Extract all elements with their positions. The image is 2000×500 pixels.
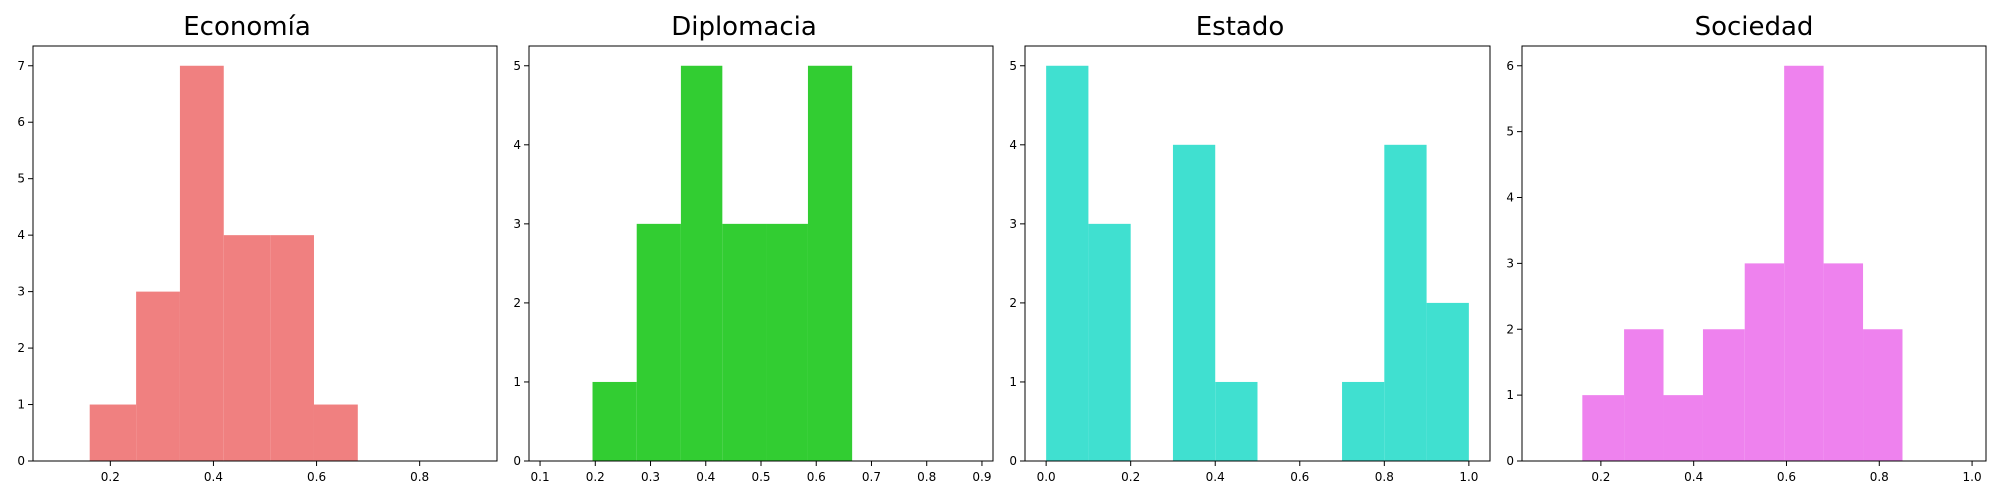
histogram-bar-estado-8 <box>1384 144 1427 462</box>
panel-title-diplomacia: Diplomacia <box>671 12 817 42</box>
x-tick-label-sociedad-3: 0.8 <box>1870 470 1889 484</box>
axes-frame-estado <box>1024 45 1491 462</box>
histogram-bar-estado-1 <box>1088 223 1131 461</box>
x-tick-label-sociedad-1: 0.4 <box>1684 470 1703 484</box>
y-tick-label-diplomacia-2: 2 <box>513 296 521 310</box>
histogram-bar-economia-4 <box>270 235 314 461</box>
y-tick-label-sociedad-4: 4 <box>1506 191 1514 205</box>
histogram-bar-estado-9 <box>1426 302 1469 461</box>
x-tick-label-sociedad-2: 0.6 <box>1777 470 1796 484</box>
x-tick-label-economia-3: 0.8 <box>410 470 429 484</box>
y-tick-label-estado-1: 1 <box>1009 375 1017 389</box>
histogram-bar-economia-0 <box>89 404 137 461</box>
histogram-bar-economia-3 <box>223 235 271 461</box>
y-tick-label-economia-6: 6 <box>17 115 25 129</box>
x-tick-label-diplomacia-3: 0.4 <box>696 470 715 484</box>
histogram-bar-estado-4 <box>1215 381 1258 461</box>
histogram-bar-estado-0 <box>1046 65 1089 461</box>
x-tick-label-estado-1: 0.2 <box>1121 470 1140 484</box>
y-tick-label-sociedad-0: 0 <box>1506 454 1514 468</box>
x-tick-label-estado-2: 0.4 <box>1206 470 1225 484</box>
histogram-bar-diplomacia-5 <box>807 65 853 461</box>
histogram-bar-sociedad-7 <box>1863 329 1903 461</box>
histogram-bar-economia-1 <box>136 291 180 461</box>
histogram-bar-economia-2 <box>179 65 224 461</box>
histogram-bar-diplomacia-3 <box>722 223 767 461</box>
x-tick-label-sociedad-0: 0.2 <box>1591 470 1610 484</box>
y-tick-label-diplomacia-3: 3 <box>513 217 521 231</box>
x-tick-label-diplomacia-5: 0.6 <box>807 470 826 484</box>
x-tick-label-estado-4: 0.8 <box>1375 470 1394 484</box>
y-tick-label-economia-3: 3 <box>17 285 25 299</box>
panel-diplomacia: Diplomacia 0.1 0.2 0.3 0.4 0.5 0.6 0.7 0.8 0.9 0 1… <box>513 12 994 484</box>
y-tick-label-economia-0: 0 <box>17 454 25 468</box>
panel-economia: Economía 0.2 0.4 0.6 0.8 0 1 2 3 4 5 6 7 <box>17 12 498 484</box>
panel-title-sociedad: Sociedad <box>1695 12 1814 42</box>
x-tick-label-economia-1: 0.4 <box>204 470 223 484</box>
histogram-bar-diplomacia-1 <box>636 223 681 461</box>
y-tick-label-estado-0: 0 <box>1009 454 1017 468</box>
histogram-bar-estado-7 <box>1342 381 1385 461</box>
x-tick-label-diplomacia-8: 0.9 <box>972 470 991 484</box>
x-tick-label-diplomacia-2: 0.3 <box>641 470 660 484</box>
y-tick-label-sociedad-1: 1 <box>1506 388 1514 402</box>
histogram-bar-estado-3 <box>1172 144 1216 462</box>
y-tick-label-economia-2: 2 <box>17 341 25 355</box>
y-tick-label-economia-5: 5 <box>17 172 25 186</box>
y-tick-label-sociedad-5: 5 <box>1506 125 1514 139</box>
panel-title-estado: Estado <box>1196 12 1285 42</box>
y-tick-label-estado-5: 5 <box>1009 59 1017 73</box>
y-tick-label-economia-1: 1 <box>17 398 25 412</box>
axes-frame-sociedad <box>1521 45 1987 462</box>
x-tick-label-economia-0: 0.2 <box>101 470 120 484</box>
x-tick-label-estado-3: 0.6 <box>1290 470 1309 484</box>
histogram-bar-sociedad-0 <box>1582 395 1625 461</box>
y-tick-label-economia-7: 7 <box>17 59 25 73</box>
y-tick-label-diplomacia-1: 1 <box>513 375 521 389</box>
histogram-bar-sociedad-6 <box>1823 263 1864 461</box>
histogram-bar-sociedad-1 <box>1624 329 1664 461</box>
x-tick-label-diplomacia-1: 0.2 <box>586 470 605 484</box>
histogram-bar-diplomacia-0 <box>592 381 637 461</box>
x-tick-label-estado-5: 1.0 <box>1459 470 1478 484</box>
histogram-bar-economia-5 <box>313 404 358 461</box>
x-tick-label-sociedad-4: 1.0 <box>1963 470 1982 484</box>
y-tick-label-economia-4: 4 <box>17 228 25 242</box>
histogram-bar-diplomacia-2 <box>680 65 723 461</box>
histogram-bar-sociedad-4 <box>1744 263 1785 461</box>
histogram-bar-sociedad-2 <box>1663 395 1703 461</box>
y-tick-label-diplomacia-4: 4 <box>513 138 521 152</box>
y-tick-label-estado-3: 3 <box>1009 217 1017 231</box>
panel-estado: Estado 0.0 0.2 0.4 0.6 0.8 1.0 0 1 2 3 4 5 <box>1009 12 1491 484</box>
x-tick-label-diplomacia-7: 0.8 <box>917 470 936 484</box>
y-tick-label-estado-4: 4 <box>1009 138 1017 152</box>
y-tick-label-diplomacia-0: 0 <box>513 454 521 468</box>
x-tick-label-diplomacia-6: 0.7 <box>862 470 881 484</box>
x-tick-label-diplomacia-0: 0.1 <box>531 470 550 484</box>
y-tick-label-estado-2: 2 <box>1009 296 1017 310</box>
x-tick-label-economia-2: 0.6 <box>307 470 326 484</box>
x-tick-label-estado-0: 0.0 <box>1037 470 1056 484</box>
panel-sociedad: Sociedad 0.2 0.4 0.6 0.8 1.0 0 1 2 3 4 5 6 <box>1506 12 1987 484</box>
histogram-bar-diplomacia-4 <box>766 223 808 461</box>
x-tick-label-diplomacia-4: 0.5 <box>751 470 770 484</box>
histogram-bar-sociedad-5 <box>1784 65 1824 461</box>
y-tick-label-sociedad-3: 3 <box>1506 256 1514 270</box>
y-tick-label-sociedad-6: 6 <box>1506 59 1514 73</box>
axes-frame-economia <box>32 45 498 462</box>
panel-title-economia: Economía <box>183 12 311 42</box>
histogram-bar-sociedad-3 <box>1702 329 1745 461</box>
y-tick-label-sociedad-2: 2 <box>1506 322 1514 336</box>
y-tick-label-diplomacia-5: 5 <box>513 59 521 73</box>
